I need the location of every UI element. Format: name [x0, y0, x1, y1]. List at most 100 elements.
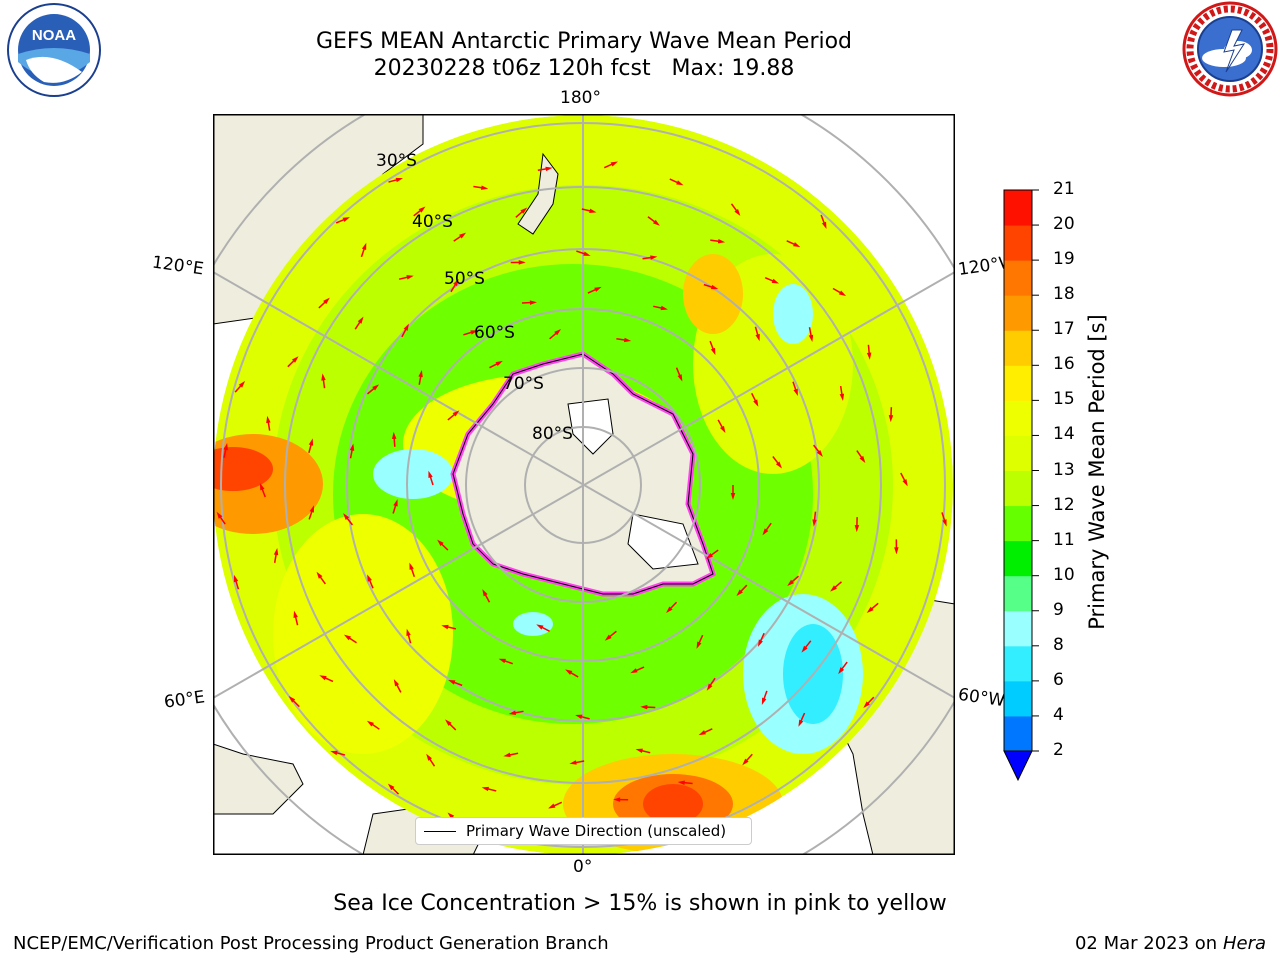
wave-arrow-head	[866, 606, 874, 613]
wave-arrow-head	[293, 610, 298, 618]
wave-arrow-head	[677, 374, 683, 382]
wave-arrow-head	[575, 714, 583, 719]
wave-arrow-head	[273, 548, 279, 556]
lon-label-bottom: 0°	[573, 857, 593, 877]
colorbar-tick-label: 10	[1053, 564, 1075, 585]
wave-arrow-head	[406, 275, 414, 280]
wave-arrow-head	[498, 658, 506, 664]
wave-arrow-head	[342, 217, 350, 222]
wave-arrow-head	[808, 334, 814, 343]
colorbar-segment	[1004, 190, 1032, 226]
wave-arrow-head	[518, 260, 526, 265]
colorbar-tick-label: 18	[1053, 284, 1075, 305]
lat-label-40: 40°S	[412, 212, 453, 232]
wave-arrow-head	[529, 300, 537, 305]
wave-arrow-head	[630, 668, 638, 674]
colorbar-tick-label: 4	[1053, 704, 1064, 725]
wave-arrow-head	[771, 278, 779, 284]
chart-title-line1: GEFS MEAN Antarctic Primary Wave Mean Pe…	[315, 29, 853, 54]
nws-logo	[1182, 1, 1278, 97]
legend-label: Primary Wave Direction (unscaled)	[466, 822, 727, 840]
wave-arrow-head	[343, 634, 352, 641]
wave-arrow-head	[816, 450, 823, 457]
wave-arrow-head	[361, 242, 367, 251]
colorbar-segment	[1004, 470, 1032, 507]
colorbar-tick-label: 14	[1053, 424, 1075, 445]
wave-arrow-head	[437, 539, 444, 547]
wave-arrow-head	[238, 380, 246, 388]
wave-arrow-head	[839, 393, 845, 401]
wave-arrow-head	[854, 525, 860, 533]
wave-arrow-head	[761, 697, 767, 705]
sea-ice-caption: Sea Ice Concentration > 15% is shown in …	[333, 891, 947, 916]
wave-arrow-head	[793, 242, 801, 248]
wave-arrow-head	[720, 425, 726, 434]
wave-arrow-head	[508, 710, 517, 715]
wave-arrow-head	[793, 388, 798, 396]
wave-arrow-head	[291, 356, 299, 363]
colorbar-segment	[1004, 295, 1032, 331]
wave-arrow-head	[545, 166, 553, 172]
wave-arrow-head	[710, 284, 719, 290]
wave-arrow-head	[736, 589, 743, 597]
wave-arrow-head	[610, 161, 618, 167]
wave-arrow-head	[480, 185, 489, 190]
wave-arrow-head	[393, 499, 398, 507]
wave-arrow-head	[418, 370, 423, 378]
wave-arrow-head	[323, 297, 330, 305]
wave-arrow-head	[863, 701, 870, 708]
wave-arrow-head	[309, 505, 315, 513]
lon-label-left-lower: 60°E	[162, 687, 207, 713]
wave-arrow-head	[569, 760, 577, 765]
wave-arrow-head	[343, 513, 350, 520]
wave-arrow-head	[565, 669, 573, 675]
wave-arrow-head	[859, 455, 866, 463]
graticule	[213, 114, 955, 855]
wave-arrow-head	[676, 180, 684, 186]
wave-arrow-head	[801, 645, 808, 653]
wave-arrow-head	[288, 696, 296, 703]
colorbar-segment	[1004, 225, 1032, 261]
wave-arrow-head	[706, 683, 713, 691]
wave-arrow-head	[705, 552, 713, 559]
wave-arrow-head	[838, 290, 847, 296]
wave-arrow-head	[406, 628, 411, 637]
wave-arrow-head	[308, 438, 314, 446]
wave-arrow-head	[583, 251, 591, 256]
wave-arrow-head	[459, 232, 467, 239]
wave-arrow-head	[367, 574, 372, 582]
wave-arrow-head	[233, 574, 239, 583]
colorbar-segment	[1004, 365, 1032, 401]
wave-arrow-head	[482, 589, 488, 597]
wave-arrow-head	[330, 750, 338, 756]
wave-arrow-head	[395, 177, 403, 183]
colorbar-tick-label: 21	[1053, 179, 1075, 199]
wave-arrow-head	[742, 758, 749, 766]
wave-arrow-head	[730, 493, 736, 500]
wave-arrow-head	[888, 415, 894, 423]
colorbar-segment	[1004, 680, 1032, 717]
wave-arrow-head	[349, 443, 355, 451]
wave-arrow-head	[403, 323, 409, 331]
colorbar-label: Primary Wave Mean Period [s]	[1085, 314, 1109, 630]
footer-host: Hera	[1222, 933, 1266, 954]
colorbar-tick-label: 9	[1053, 599, 1064, 620]
wave-arrow-head	[613, 797, 621, 802]
colorbar-segment	[1004, 330, 1032, 366]
colorbar-tick-label: 6	[1053, 669, 1064, 690]
wave-arrow-head	[495, 360, 503, 367]
wave-arrow-head	[548, 803, 556, 809]
wave-arrow-head	[677, 780, 685, 785]
wave-arrow-head	[409, 562, 414, 570]
wave-arrow-head	[812, 519, 817, 527]
footer-left: NCEP/EMC/Verification Post Processing Pr…	[13, 933, 609, 954]
polar-map	[213, 114, 955, 855]
wave-arrow-head	[821, 221, 827, 230]
lat-label-60: 60°S	[474, 323, 515, 343]
colorbar-segment	[1004, 435, 1032, 471]
wave-arrow-head	[894, 547, 899, 555]
wave-arrow-head	[696, 641, 702, 649]
colorbar-segment	[1004, 575, 1032, 612]
wave-arrow-head	[554, 329, 562, 336]
colorbar-segment	[1004, 505, 1032, 542]
